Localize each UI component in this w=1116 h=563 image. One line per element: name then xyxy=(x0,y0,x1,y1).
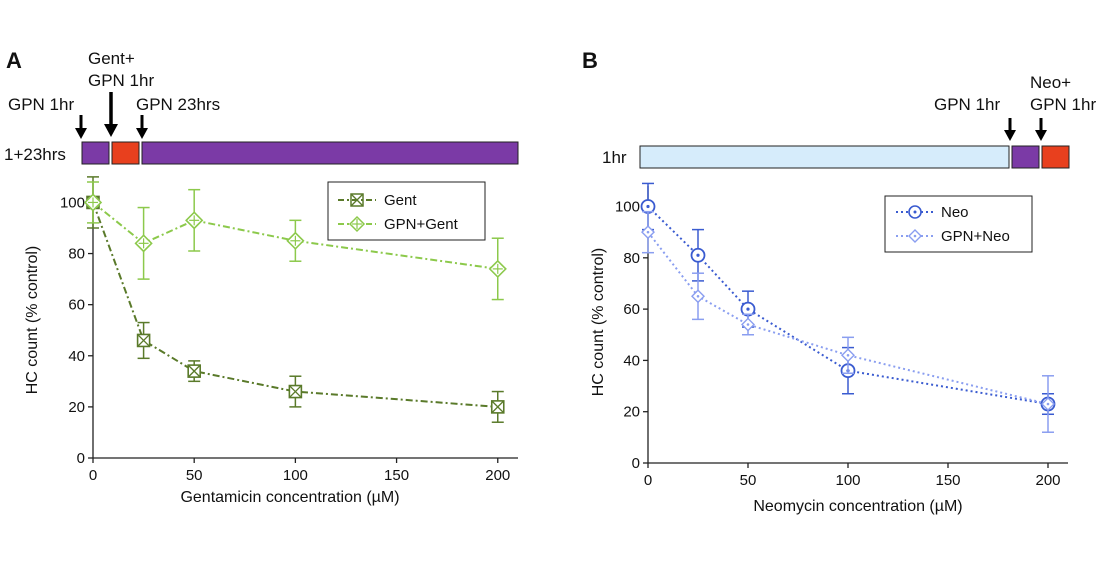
chart-a-plot: 0 20 40 60 80 100 0 50 100 150 200 xyxy=(60,176,518,484)
chart-b-xtick-label: 150 xyxy=(935,472,960,489)
chart-b-xtick-label: 0 xyxy=(644,472,652,489)
legend-marker-crossed-square-icon xyxy=(350,193,364,207)
chart-a-series-gent-point xyxy=(187,364,201,378)
chart-b-ytick-label: 20 xyxy=(623,404,640,421)
chart-a-legend-gent: Gent xyxy=(384,192,417,209)
proto-b-annotation-gpn-1hr: GPN 1hr xyxy=(934,95,1000,114)
chart-b-series-gpn-neo-point xyxy=(741,317,755,332)
chart-a-legend: Gent GPN+Gent xyxy=(327,181,486,241)
chart-a-series-gpn-gent-point xyxy=(185,211,204,230)
chart-b-legend-neo: Neo xyxy=(941,204,969,221)
chart-b-xtick-label: 50 xyxy=(740,472,757,489)
proto-b-segment-neo xyxy=(1041,145,1070,169)
chart-b-xlabel: Neomycin concentration (µM) xyxy=(753,498,962,515)
proto-a-annotation-gpn-1hr: GPN 1hr xyxy=(8,95,74,114)
chart-a-series-gpn-gent-point xyxy=(488,259,507,279)
chart-a-ytick-label: 80 xyxy=(68,246,85,263)
panel-a-label: A xyxy=(6,48,22,73)
chart-a: HC count (% control) Gentamicin concentr… xyxy=(24,176,518,506)
chart-a-ytick-label: 20 xyxy=(68,399,85,416)
chart-a-xtick-label: 100 xyxy=(283,467,308,484)
chart-b-plot: 0 20 40 60 80 100 0 50 100 150 200 xyxy=(615,182,1068,489)
chart-b-ytick-label: 60 xyxy=(623,301,640,318)
chart-a-legend-gpn-gent: GPN+Gent xyxy=(384,216,459,233)
proto-b-segment-baseline xyxy=(639,145,1010,169)
chart-b-series-gpn-neo-line xyxy=(647,231,1049,405)
legend-marker-circle-icon xyxy=(908,205,922,219)
proto-a-segment-gpn xyxy=(81,141,110,165)
chart-a-ytick-label: 100 xyxy=(60,194,85,211)
chart-a-series-gent-point xyxy=(288,384,303,399)
chart-a-series-gpn-gent-point xyxy=(134,234,153,253)
proto-a-annotation-gent-gpn-line2: GPN 1hr xyxy=(88,71,154,90)
chart-b-series-gpn-neo-point xyxy=(641,225,655,240)
chart-a-ytick-label: 0 xyxy=(77,450,85,467)
chart-b-series-neo-point xyxy=(690,247,706,263)
proto-a-annotation-gpn-23hrs: GPN 23hrs xyxy=(136,95,220,114)
panel-a-protocol: GPN 1hr Gent+ GPN 1hr GPN 23hrs 1+23hrs xyxy=(4,49,519,165)
chart-a-xtick-label: 0 xyxy=(89,467,97,484)
down-arrow-icon xyxy=(1004,118,1016,141)
chart-a-ytick-label: 40 xyxy=(68,348,85,365)
chart-a-ytick-label: 60 xyxy=(68,297,85,314)
chart-a-xtick-label: 150 xyxy=(384,467,409,484)
legend-marker-diamond-icon xyxy=(908,229,922,243)
proto-a-segment-gent xyxy=(111,141,140,165)
chart-a-ylabel: HC count (% control) xyxy=(24,246,41,395)
chart-b: HC count (% control) Neomycin concentrat… xyxy=(590,182,1068,515)
chart-a-series-gent-point xyxy=(490,400,505,414)
down-arrow-icon xyxy=(136,115,148,139)
proto-b-row-label: 1hr xyxy=(602,148,627,167)
down-arrow-icon xyxy=(104,92,118,137)
chart-b-legend-gpn-neo: GPN+Neo xyxy=(941,228,1010,245)
proto-a-row-label: 1+23hrs xyxy=(4,145,66,164)
panel-b-label: B xyxy=(582,48,598,73)
chart-b-legend: Neo GPN+Neo xyxy=(884,195,1033,253)
proto-b-annotation-neo-gpn-line2: GPN 1hr xyxy=(1030,95,1096,114)
proto-b-annotation-neo-gpn-line1: Neo+ xyxy=(1030,73,1071,92)
proto-b-segment-gpn xyxy=(1011,145,1040,169)
panel-b-protocol: GPN 1hr Neo+ GPN 1hr 1hr xyxy=(602,73,1096,169)
chart-b-series-neo-line xyxy=(647,205,1049,405)
proto-a-segment-gpn-23 xyxy=(141,141,519,165)
chart-b-xtick-label: 100 xyxy=(835,472,860,489)
chart-b-series-gpn-neo-point xyxy=(1041,397,1055,411)
chart-b-ytick-label: 100 xyxy=(615,199,640,216)
chart-a-series-gpn-gent-point xyxy=(83,193,103,212)
chart-b-xtick-label: 200 xyxy=(1035,472,1060,489)
legend-marker-diamond-plus-icon xyxy=(348,215,366,233)
chart-b-ytick-label: 80 xyxy=(623,250,640,267)
chart-b-series-gpn-neo xyxy=(641,210,1055,433)
chart-b-series-gpn-neo-point xyxy=(691,289,705,304)
chart-a-series-gpn-gent-point xyxy=(286,231,305,250)
chart-b-ylabel: HC count (% control) xyxy=(590,248,607,397)
chart-a-series-gpn-gent xyxy=(83,181,507,301)
down-arrow-icon xyxy=(1035,118,1047,141)
chart-a-xlabel: Gentamicin concentration (µM) xyxy=(180,489,399,506)
chart-b-series-gpn-neo-point xyxy=(841,348,855,363)
down-arrow-icon xyxy=(75,115,87,139)
proto-a-annotation-gent-gpn-line1: Gent+ xyxy=(88,49,135,68)
chart-b-ytick-label: 0 xyxy=(632,455,640,472)
chart-a-series-gent-point xyxy=(136,333,151,348)
chart-a-legend-box xyxy=(327,181,486,241)
panel-a: A GPN 1hr Gent+ GPN 1hr GPN 23hrs 1+23hr… xyxy=(4,48,519,506)
chart-b-ytick-label: 40 xyxy=(623,352,640,369)
chart-b-legend-box xyxy=(884,195,1033,253)
panel-b: B GPN 1hr Neo+ GPN 1hr 1hr HC count (% c… xyxy=(582,48,1096,515)
chart-a-xtick-label: 200 xyxy=(485,467,510,484)
chart-a-xtick-label: 50 xyxy=(186,467,203,484)
